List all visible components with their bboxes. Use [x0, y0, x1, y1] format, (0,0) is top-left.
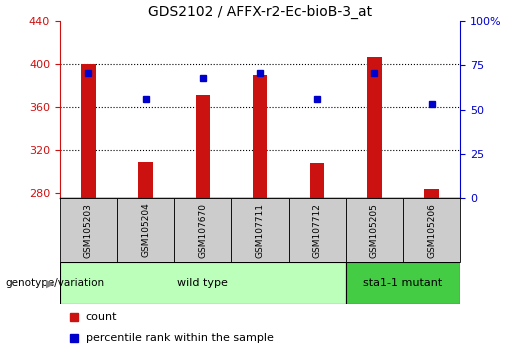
Bar: [253, 75, 267, 198]
Bar: [424, 189, 439, 198]
Bar: [117, 198, 174, 262]
Bar: [289, 198, 346, 262]
Bar: [231, 198, 289, 262]
Bar: [310, 163, 324, 198]
Bar: [346, 262, 460, 304]
Title: GDS2102 / AFFX-r2-Ec-bioB-3_at: GDS2102 / AFFX-r2-Ec-bioB-3_at: [148, 5, 372, 19]
Text: GSM107712: GSM107712: [313, 202, 322, 258]
Bar: [346, 198, 403, 262]
Text: wild type: wild type: [177, 278, 228, 288]
Bar: [174, 198, 231, 262]
Bar: [196, 95, 210, 198]
Bar: [367, 57, 382, 198]
Text: percentile rank within the sample: percentile rank within the sample: [86, 332, 274, 343]
Text: GSM105205: GSM105205: [370, 202, 379, 258]
Bar: [60, 262, 346, 304]
Bar: [60, 198, 117, 262]
Text: GSM107670: GSM107670: [198, 202, 207, 258]
Bar: [403, 198, 460, 262]
Text: GSM105203: GSM105203: [84, 202, 93, 258]
Bar: [81, 64, 96, 198]
Bar: [138, 162, 153, 198]
Text: GSM105204: GSM105204: [141, 203, 150, 257]
Text: sta1-1 mutant: sta1-1 mutant: [363, 278, 443, 288]
Text: genotype/variation: genotype/variation: [5, 278, 105, 288]
Text: GSM107711: GSM107711: [255, 202, 265, 258]
Text: ▶: ▶: [46, 278, 55, 288]
Text: GSM105206: GSM105206: [427, 202, 436, 258]
Text: count: count: [86, 312, 118, 322]
